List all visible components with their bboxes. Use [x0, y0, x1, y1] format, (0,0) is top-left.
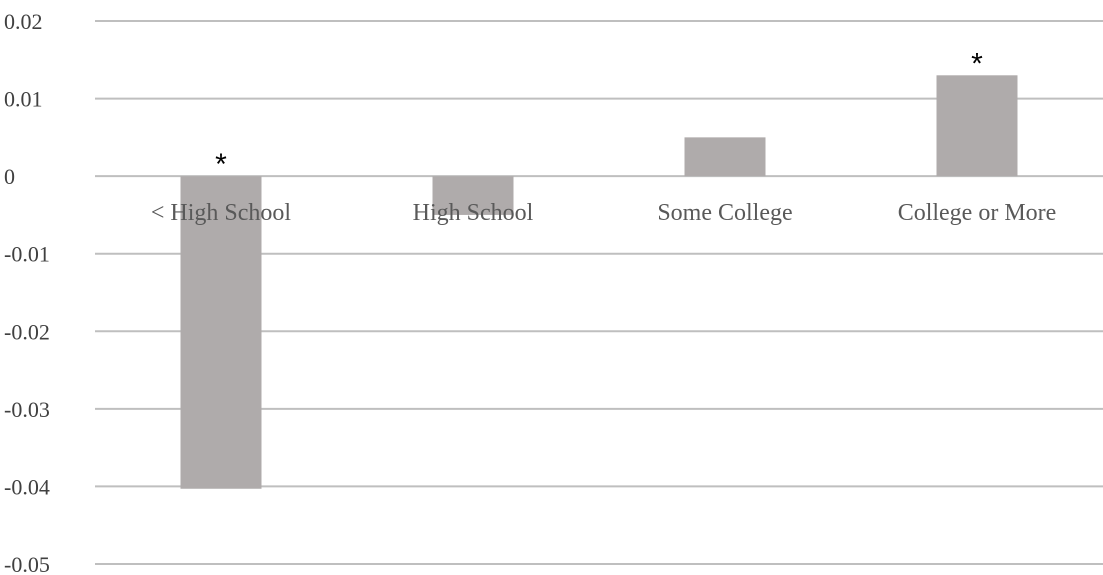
- category-label: < High School: [151, 200, 292, 226]
- y-axis-tick-labels: 0.02 0.01 0 -0.01 -0.02 -0.03 -0.04 -0.05: [4, 9, 50, 575]
- y-tick-label: -0.02: [4, 319, 50, 344]
- bar: [684, 137, 766, 177]
- bar: [936, 75, 1018, 177]
- significance-marker: *: [971, 47, 983, 80]
- y-tick-label: -0.01: [4, 242, 50, 267]
- category-label: Some College: [657, 200, 792, 226]
- significance-marker: *: [215, 148, 227, 181]
- category-labels: < High School High School Some College Coll…: [151, 200, 1056, 226]
- gridlines: [95, 20, 1103, 565]
- bar: [432, 176, 514, 215]
- bars: [180, 75, 1018, 489]
- category-label: College or More: [898, 200, 1057, 226]
- y-tick-label: 0.01: [4, 87, 43, 112]
- y-tick-label: -0.03: [4, 397, 50, 422]
- y-tick-label: -0.04: [4, 474, 50, 499]
- y-tick-label: 0.02: [4, 9, 43, 34]
- y-tick-label: 0: [4, 164, 15, 189]
- y-tick-label: -0.05: [4, 552, 50, 575]
- significance-markers: **: [215, 47, 983, 181]
- category-label: High School: [413, 200, 534, 226]
- bar: [180, 176, 262, 489]
